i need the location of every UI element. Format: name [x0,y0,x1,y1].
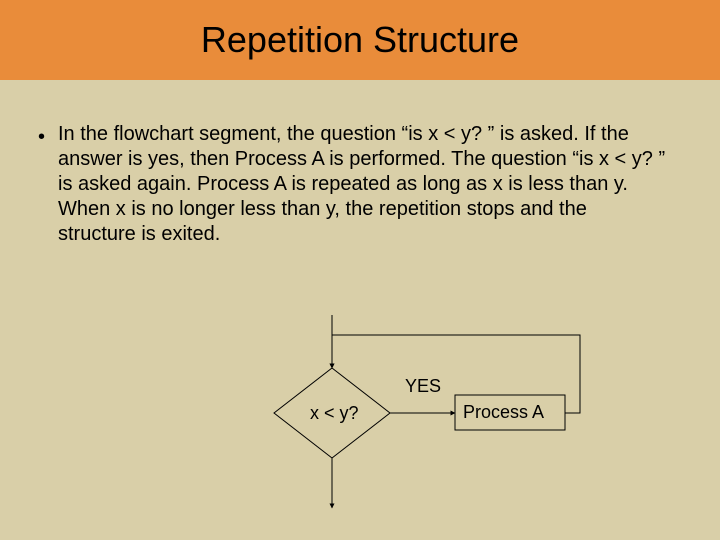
slide-background [0,0,720,540]
edge-label: YES [405,376,441,397]
title-bar: Repetition Structure [0,0,720,80]
node-label-decision: x < y? [310,403,359,424]
node-label-processA: Process A [463,402,544,423]
bullet-marker: • [38,126,45,149]
slide-title: Repetition Structure [201,19,519,61]
slide-body: In the flowchart segment, the question “… [58,122,668,247]
